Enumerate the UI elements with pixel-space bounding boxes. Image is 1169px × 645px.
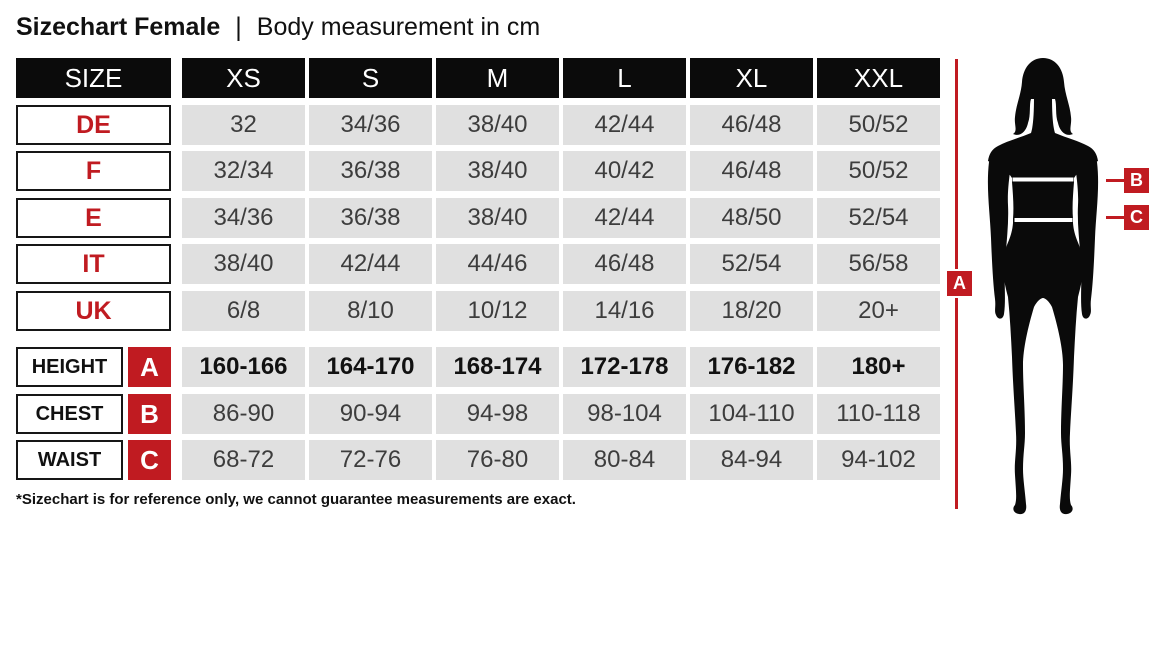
figure-marker-a: A (945, 269, 974, 298)
table-cell: 160-166 (182, 347, 305, 387)
table-cell: 52/54 (690, 244, 813, 284)
table-cell: 50/52 (817, 151, 940, 191)
table-row-waist: WAIST C 68-72 72-76 76-80 80-84 84-94 94… (16, 440, 940, 480)
chest-measure-line (1012, 177, 1074, 182)
table-cell: 94-98 (436, 394, 559, 434)
table-cell: 38/40 (436, 198, 559, 238)
marker-a-badge: A (128, 347, 171, 387)
table-cell: 86-90 (182, 394, 305, 434)
table-row-chest: CHEST B 86-90 90-94 94-98 98-104 104-110… (16, 394, 940, 434)
waist-measure-line (1014, 218, 1073, 222)
row-label-f: F (16, 151, 171, 191)
table-cell: 72-76 (309, 440, 432, 480)
table-cell: 34/36 (309, 105, 432, 145)
table-cell: 8/10 (309, 291, 432, 331)
row-label-e: E (16, 198, 171, 238)
size-col-header: S (309, 58, 432, 98)
disclaimer-note: *Sizechart is for reference only, we can… (16, 491, 576, 508)
table-cell: 44/46 (436, 244, 559, 284)
chest-marker-stub (1106, 179, 1124, 182)
column-gap (171, 58, 182, 98)
table-cell: 48/50 (690, 198, 813, 238)
row-label-height: HEIGHT (16, 347, 123, 387)
marker-b-badge: B (128, 394, 171, 434)
table-cell: 40/42 (563, 151, 686, 191)
table-row-e: E 34/36 36/38 38/40 42/44 48/50 52/54 (16, 198, 940, 238)
table-cell: 98-104 (563, 394, 686, 434)
page-title: Sizechart Female | Body measurement in cm (16, 12, 541, 42)
table-row-de: DE 32 34/36 38/40 42/44 46/48 50/52 (16, 105, 940, 145)
table-cell: 46/48 (563, 244, 686, 284)
waist-marker-stub (1106, 216, 1124, 219)
table-row-uk: UK 6/8 8/10 10/12 14/16 18/20 20+ (16, 291, 940, 331)
table-cell: 38/40 (436, 151, 559, 191)
table-cell: 76-80 (436, 440, 559, 480)
table-cell: 68-72 (182, 440, 305, 480)
table-cell: 80-84 (563, 440, 686, 480)
table-cell: 110-118 (817, 394, 940, 434)
size-header-cell: SIZE (16, 58, 171, 98)
row-label-chest: CHEST (16, 394, 123, 434)
table-cell: 172-178 (563, 347, 686, 387)
size-col-header: L (563, 58, 686, 98)
size-col-header: XL (690, 58, 813, 98)
size-col-header: M (436, 58, 559, 98)
table-cell: 18/20 (690, 291, 813, 331)
row-label-it: IT (16, 244, 171, 284)
table-cell: 46/48 (690, 151, 813, 191)
size-col-header: XXL (817, 58, 940, 98)
row-label-uk: UK (16, 291, 171, 331)
row-label-waist: WAIST (16, 440, 123, 480)
title-separator: | (235, 12, 242, 42)
table-cell: 164-170 (309, 347, 432, 387)
table-cell: 42/44 (563, 105, 686, 145)
table-cell: 14/16 (563, 291, 686, 331)
figure-marker-c: C (1124, 205, 1149, 230)
table-cell: 50/52 (817, 105, 940, 145)
figure-marker-b: B (1124, 168, 1149, 193)
table-cell: 168-174 (436, 347, 559, 387)
table-cell: 94-102 (817, 440, 940, 480)
table-cell: 32 (182, 105, 305, 145)
table-cell: 180+ (817, 347, 940, 387)
table-cell: 104-110 (690, 394, 813, 434)
table-cell: 34/36 (182, 198, 305, 238)
title-main: Sizechart Female (16, 13, 221, 41)
table-row-it: IT 38/40 42/44 44/46 46/48 52/54 56/58 (16, 244, 940, 284)
table-cell: 42/44 (309, 244, 432, 284)
table-header-row: SIZE XS S M L XL XXL (16, 58, 940, 98)
table-cell: 32/34 (182, 151, 305, 191)
table-cell: 176-182 (690, 347, 813, 387)
marker-c-badge: C (128, 440, 171, 480)
table-row-f: F 32/34 36/38 38/40 40/42 46/48 50/52 (16, 151, 940, 191)
table-cell: 46/48 (690, 105, 813, 145)
table-cell: 84-94 (690, 440, 813, 480)
row-label-de: DE (16, 105, 171, 145)
table-cell: 6/8 (182, 291, 305, 331)
female-silhouette-figure (987, 58, 1099, 515)
table-cell: 36/38 (309, 198, 432, 238)
table-cell: 38/40 (436, 105, 559, 145)
size-col-header: XS (182, 58, 305, 98)
table-cell: 42/44 (563, 198, 686, 238)
table-cell: 36/38 (309, 151, 432, 191)
table-cell: 56/58 (817, 244, 940, 284)
table-cell: 52/54 (817, 198, 940, 238)
table-row-height: HEIGHT A 160-166 164-170 168-174 172-178… (16, 347, 940, 387)
table-cell: 10/12 (436, 291, 559, 331)
table-cell: 38/40 (182, 244, 305, 284)
table-cell: 90-94 (309, 394, 432, 434)
title-subtitle: Body measurement in cm (256, 13, 541, 41)
table-cell: 20+ (817, 291, 940, 331)
